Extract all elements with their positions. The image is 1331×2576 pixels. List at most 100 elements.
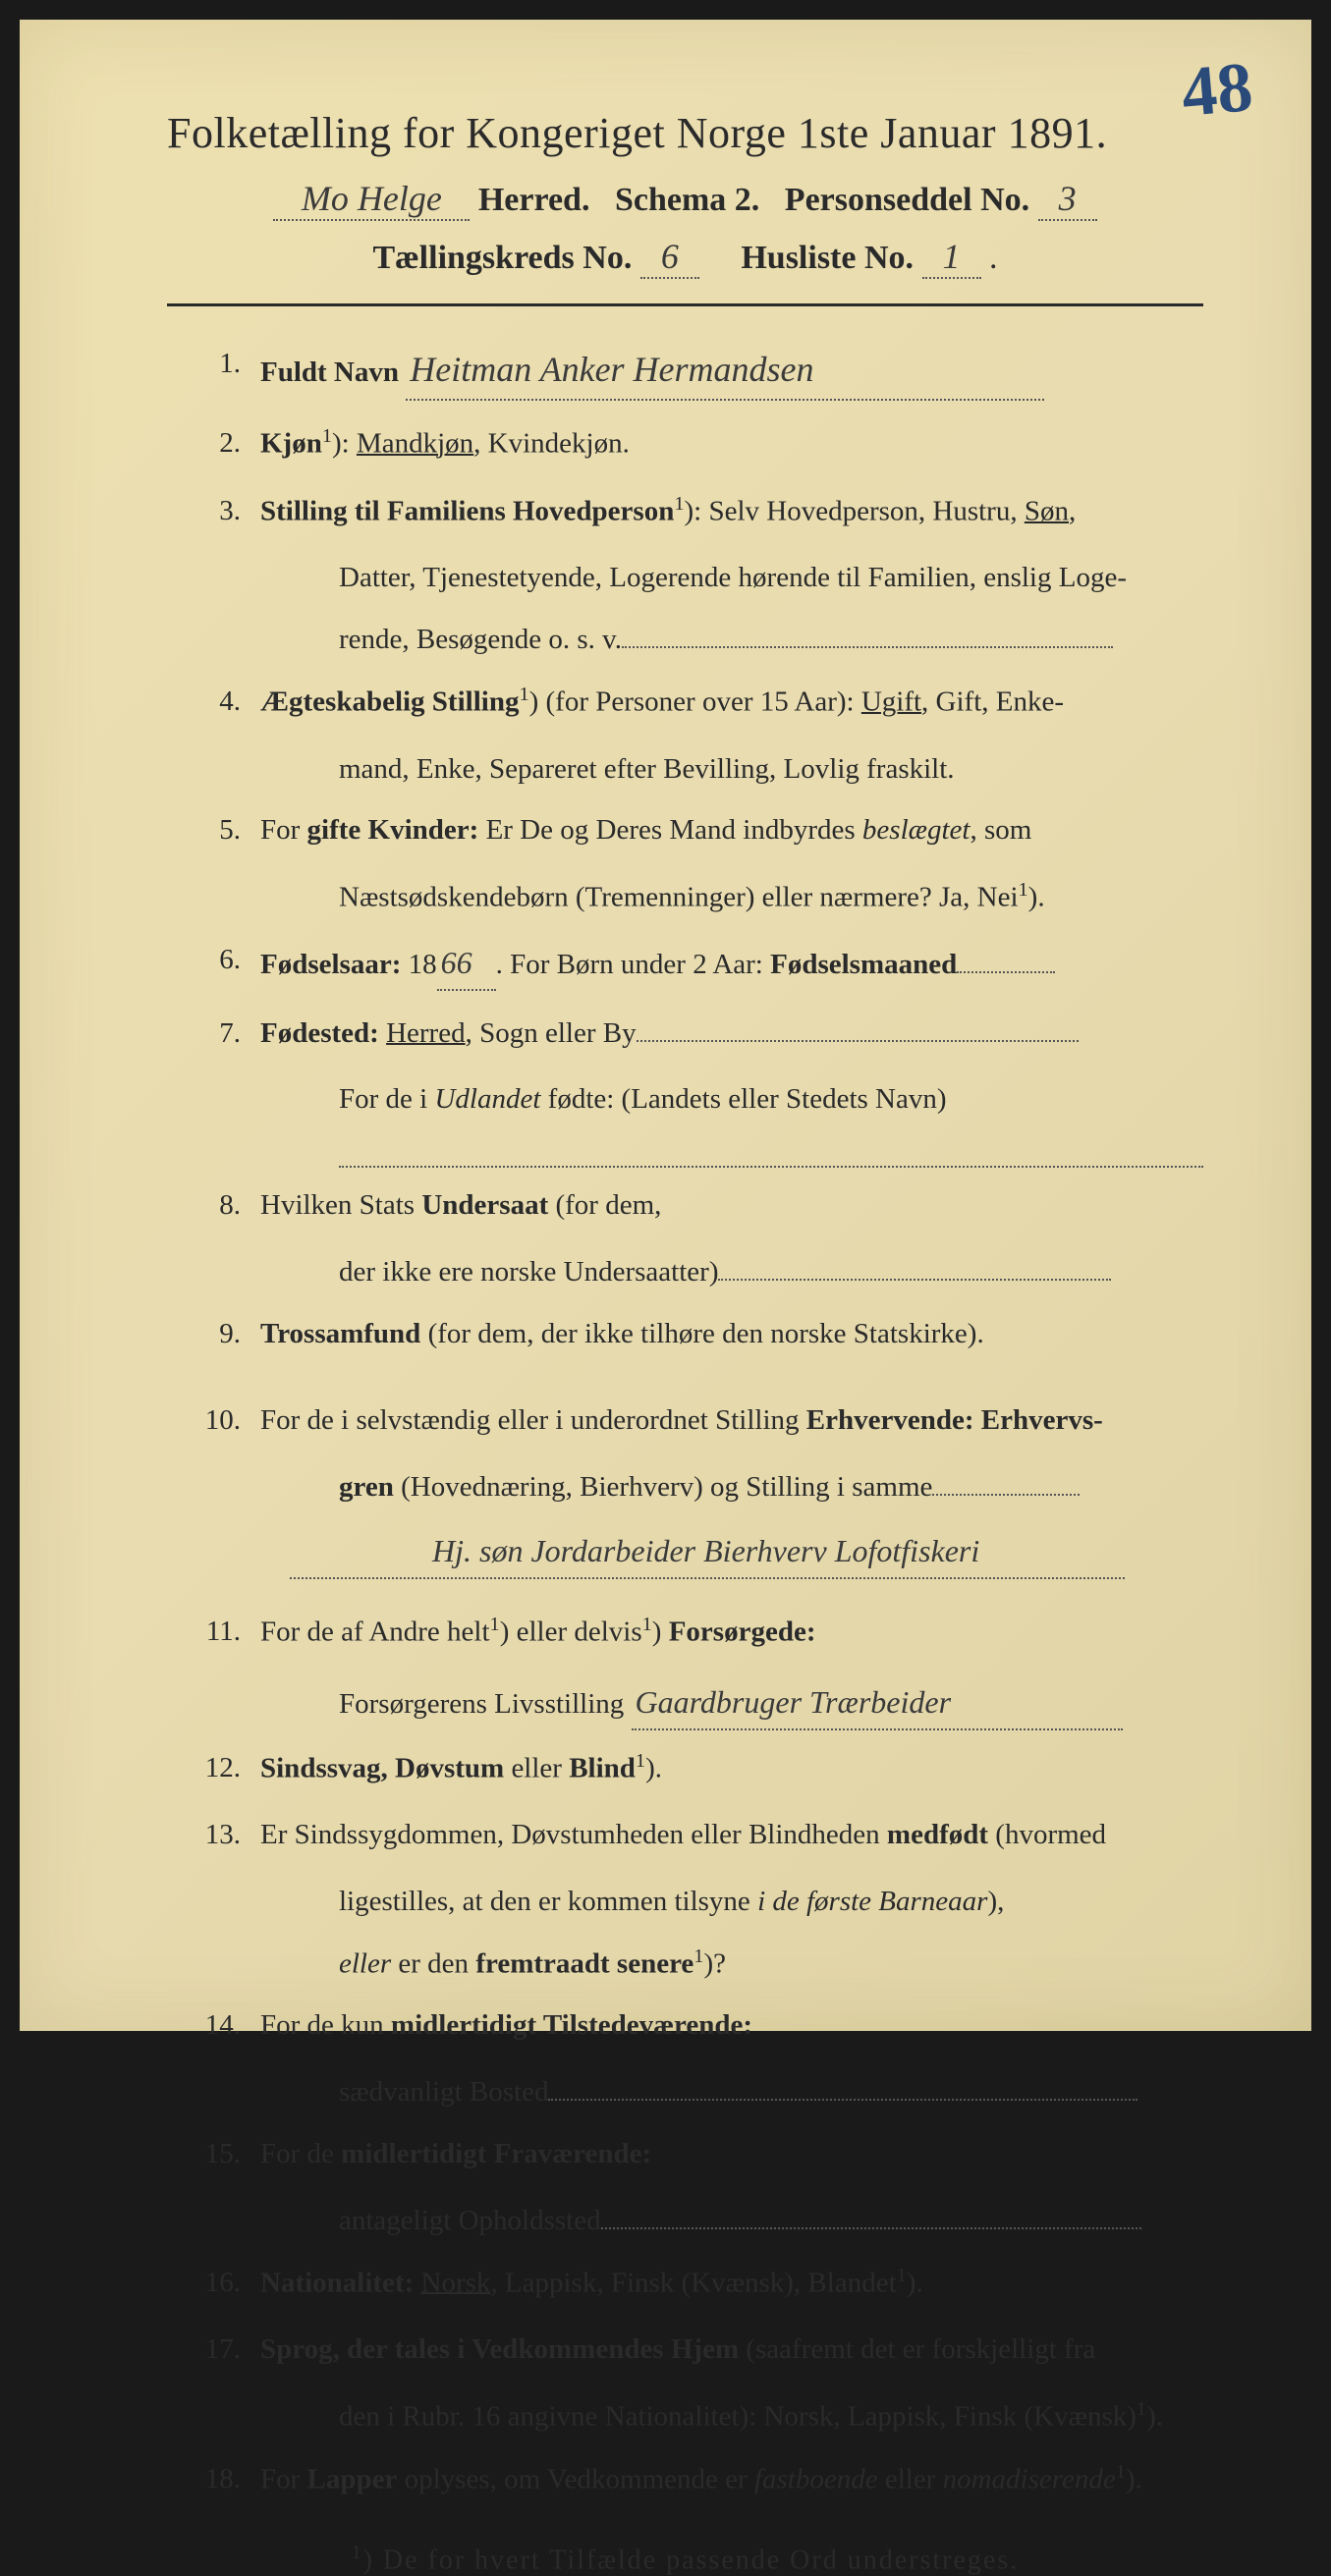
text: ): [332,428,357,460]
form-entries: 1. Fuldt Navn Heitman Anker Hermandsen 2… [167,341,1203,2503]
entry-num: 10. [196,1398,260,1445]
entry-num: 13. [196,1812,260,1859]
page-number-annotation: 48 [1179,46,1256,134]
header-line2: Mo Helge Herred. Schema 2. Personseddel … [167,178,1203,221]
entry-body: Kjøn1): Mandkjøn, Kvindekjøn. [260,420,1203,468]
label: Sindssvag, Døvstum [260,1752,504,1783]
taellingskreds-no: 6 [640,236,699,279]
text1: Hvilken Stats [260,1189,421,1221]
forsorger-value: Gaardbruger Trærbeider [636,1676,952,1728]
entry-13: 13. Er Sindssygdommen, Døvstumheden elle… [196,1812,1203,1859]
entry-body: For de midlertidigt Fraværende: [260,2131,1203,2178]
name-value: Heitman Anker Hermandsen [410,341,813,399]
dotted-fill [932,1494,1080,1496]
schema-label: Schema 2. [615,182,759,218]
label2: Fødselsmaaned [770,949,957,980]
spacer [196,1378,1203,1398]
text1: Er Sindssygdommen, Døvstumheden eller Bl… [260,1819,887,1850]
entry-10-cont: gren (Hovednæring, Bierhverv) og Stillin… [196,1464,1203,1511]
text1: For [260,2463,307,2494]
entry-5: 5. For gifte Kvinder: Er De og Deres Man… [196,807,1203,854]
text: , Lappisk, Finsk (Kvænsk), Blandet [490,2267,896,2298]
entry-12: 12. Sindssvag, Døvstum eller Blind1). [196,1745,1203,1793]
text3: eller [878,2463,943,2494]
text2: Er De og Deres Mand indbyrdes [478,814,862,846]
text2: ). [907,2267,923,2298]
entry-body: For de af Andre helt1) eller delvis1) Fo… [260,1609,1203,1657]
entry-15: 15. For de midlertidigt Fraværende: [196,2131,1203,2178]
entry-num: 1. [196,341,260,388]
label: Lapper [307,2463,398,2494]
text2: ) eller delvis [500,1617,642,1648]
label: midlertidigt Fraværende: [341,2138,651,2169]
entry-num: 16. [196,2260,260,2307]
entry-body: Hvilken Stats Undersaat (for dem, [260,1182,1203,1230]
dotted-fill [957,971,1055,973]
entry-num: 17. [196,2327,260,2374]
entry-18: 18. For Lapper oplyses, om Vedkommende e… [196,2456,1203,2504]
entry-3-cont1: Datter, Tjenestetyende, Logerende hørend… [196,555,1203,602]
entry-num: 6. [196,937,260,984]
entry-8: 8. Hvilken Stats Undersaat (for dem, [196,1182,1203,1230]
entry-10-handwritten: Hj. søn Jordarbeider Bierhverv Lofotfisk… [290,1525,1125,1579]
entry-17-cont: den i Rubr. 16 angivne Nationalitet): No… [196,2393,1203,2441]
entry-9: 9. Trossamfund (for dem, der ikke tilhør… [196,1311,1203,1358]
text1: For de af Andre helt [260,1617,490,1648]
text2: . For Børn under 2 Aar: [496,949,771,980]
text: (saafremt det er forskjelligt fra [739,2333,1095,2365]
entry-num: 15. [196,2131,260,2178]
text: (for dem, der ikke tilhøre den norske St… [420,1318,983,1349]
entry-15-cont: antageligt Opholdssted [196,2198,1203,2245]
entry-num: 2. [196,420,260,467]
entry-10: 10. For de i selvstændig eller i underor… [196,1398,1203,1445]
entry-num: 4. [196,679,260,726]
label: Nationalitet: [260,2267,414,2298]
entry-body: For de i selvstændig eller i underordnet… [260,1398,1203,1445]
label: Ægteskabelig Stilling [260,686,519,718]
dotted-line [339,1138,1203,1168]
text2: (for dem, [548,1189,661,1221]
text1: For de kun [260,2009,391,2041]
opt-underlined: Ugift [861,686,921,718]
entry-num: 18. [196,2456,260,2503]
herred-value: Mo Helge [273,178,470,221]
entry-14-cont: sædvanligt Bosted [196,2069,1203,2116]
sup: 1 [322,425,332,447]
label: Erhvervende: Erhvervs- [806,1404,1103,1436]
entry-17: 17. Sprog, der tales i Vedkommendes Hjem… [196,2327,1203,2374]
dotted-fill [601,2227,1141,2229]
entry-body: For Lapper oplyses, om Vedkommende er fa… [260,2456,1203,2504]
label: Forsørgede: [669,1617,816,1648]
text: ) (for Personer over 15 Aar): [529,686,861,718]
label: Sprog, der tales i Vedkommendes Hjem [260,2333,739,2365]
herred-label: Herred. [478,182,590,218]
label: medfødt [887,1819,988,1850]
entry-4: 4. Ægteskabelig Stilling1) (for Personer… [196,679,1203,727]
text3: , som [970,814,1031,846]
text3: ) [652,1617,669,1648]
entry-2: 2. Kjøn1): Mandkjøn, Kvindekjøn. [196,420,1203,468]
entry-num: 7. [196,1011,260,1058]
entry-body: Fuldt Navn Heitman Anker Hermandsen [260,341,1203,401]
entry-4-cont1: mand, Enke, Separeret efter Bevilling, L… [196,746,1203,794]
header-line3: Tællingskreds No. 6 Husliste No. 1 . [167,236,1203,279]
entry-body: Ægteskabelig Stilling1) (for Personer ov… [260,679,1203,727]
entry-7-cont: For de i Udlandet fødte: (Landets eller … [196,1076,1203,1124]
entry-num: 14. [196,2002,260,2050]
label: Fuldt Navn [260,356,399,388]
entry-num: 11. [196,1609,260,1656]
label: gifte Kvinder: [307,814,479,846]
text2: oplyses, om Vedkommende er [397,2463,754,2494]
entry-13-cont2: eller er den fremtraadt senere1)? [196,1941,1203,1989]
label2: Blind [569,1752,636,1783]
entry-body: For de kun midlertidigt Tilstedeværende: [260,2002,1203,2050]
taellingskreds-label: Tællingskreds No. [372,240,632,276]
dotted-fill [637,1040,1079,1042]
text: , Sogn eller By [466,1017,637,1049]
entry-num: 3. [196,488,260,535]
entry-3: 3. Stilling til Familiens Hovedperson1):… [196,488,1203,536]
entry-13-cont1: ligestilles, at den er kommen tilsyne i … [196,1879,1203,1926]
sup: 1 [519,684,528,705]
entry-6: 6. Fødselsaar: 1866. For Børn under 2 Aa… [196,937,1203,991]
entry-body: Sindssvag, Døvstum eller Blind1). [260,1745,1203,1793]
